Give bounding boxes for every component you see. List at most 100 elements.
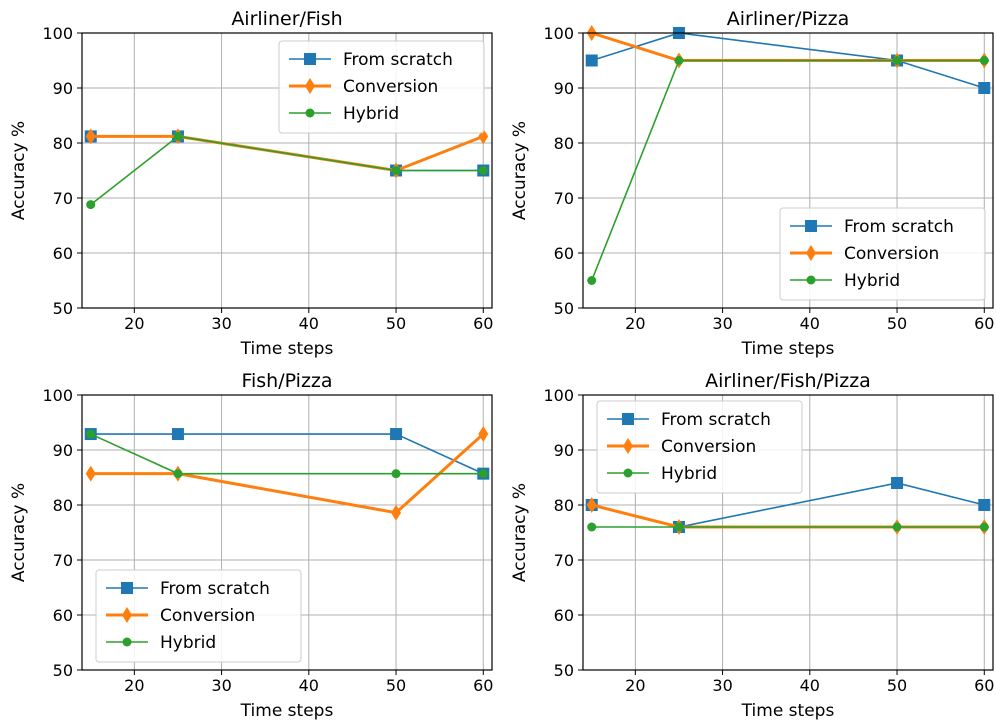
legend-box — [779, 207, 986, 301]
data-point — [390, 428, 403, 441]
y-tick-label: 100 — [42, 24, 73, 43]
legend: From scratch Conversion Hybrid — [779, 207, 986, 301]
legend: From scratch Conversion Hybrid — [95, 569, 302, 663]
y-axis-label: Accuracy % — [510, 121, 530, 220]
data-point — [391, 166, 401, 175]
y-tick-label: 60 — [554, 244, 574, 263]
x-tick-label: 50 — [887, 676, 907, 695]
data-point — [171, 428, 184, 441]
legend-label: From scratch — [661, 410, 771, 430]
series-line-1 — [90, 433, 484, 475]
x-tick-label: 20 — [625, 676, 645, 695]
plot-frame — [81, 394, 493, 671]
y-tick-label: 90 — [554, 79, 574, 98]
legend-label: From scratch — [160, 579, 270, 599]
legend-label: Conversion — [343, 77, 438, 97]
legend-swatch-marker — [805, 220, 817, 232]
legend-box — [278, 40, 485, 134]
y-tick-label: 100 — [42, 386, 73, 405]
data-point — [892, 522, 902, 532]
y-tick-label: 100 — [543, 24, 574, 43]
y-tick-label: 60 — [554, 606, 574, 625]
x-tick-label: 40 — [299, 314, 319, 333]
legend-label: Conversion — [844, 244, 939, 264]
data-point — [587, 522, 597, 532]
y-tick-label: 80 — [554, 496, 574, 515]
x-tick-label: 40 — [800, 314, 820, 333]
chart-panel-3: 20 30 40 50 60 50 60 70 80 90 100 Fish/Pizza Time st… — [9, 370, 493, 721]
data-point — [892, 56, 902, 65]
legend-swatch-marker — [806, 245, 816, 261]
legend-label: Hybrid — [844, 271, 900, 291]
legend-label: Conversion — [661, 437, 756, 457]
y-tick-label: 90 — [53, 79, 73, 98]
legend-swatch-marker — [121, 582, 133, 594]
data-point — [391, 469, 401, 479]
data-point — [979, 522, 989, 532]
y-tick-label: 50 — [53, 661, 73, 680]
x-tick-label: 60 — [473, 676, 493, 695]
chart-title: Airliner/Fish — [231, 8, 342, 30]
y-axis-label: Accuracy % — [9, 121, 29, 220]
legend-label: From scratch — [343, 50, 453, 70]
y-tick-label: 50 — [53, 299, 73, 318]
x-tick-label: 20 — [124, 314, 144, 333]
data-point — [891, 477, 904, 489]
series-line-2 — [591, 503, 985, 529]
chart-panel-1: 20 30 40 50 60 50 60 70 80 90 100 Airliner/Fish Time… — [9, 8, 493, 359]
data-point — [85, 128, 96, 145]
y-tick-label: 60 — [53, 606, 73, 625]
y-tick-label: 70 — [53, 189, 73, 208]
x-tick-label: 50 — [887, 314, 907, 333]
data-point — [978, 499, 991, 511]
data-point — [86, 429, 96, 439]
data-point — [978, 82, 991, 94]
legend-swatch-marker — [122, 607, 132, 623]
y-tick-label: 60 — [53, 244, 73, 263]
x-axis-label: Time steps — [240, 701, 334, 721]
data-point — [391, 504, 402, 521]
chart-title: Fish/Pizza — [241, 370, 332, 392]
data-point — [478, 426, 489, 443]
y-tick-label: 100 — [543, 386, 574, 405]
x-axis-label: Time steps — [741, 701, 835, 721]
data-point — [585, 54, 598, 67]
legend-box — [596, 400, 803, 494]
x-tick-label: 60 — [473, 314, 493, 333]
series-line-3 — [90, 433, 484, 475]
x-tick-label: 30 — [712, 314, 732, 333]
data-point — [674, 56, 684, 65]
legend-swatch-marker — [122, 637, 132, 647]
x-tick-label: 50 — [386, 676, 406, 695]
y-axis-label: Accuracy % — [9, 483, 29, 582]
x-tick-label: 30 — [712, 676, 732, 695]
legend-swatch-marker — [623, 468, 633, 478]
x-tick-label: 40 — [299, 676, 319, 695]
x-tick-label: 60 — [974, 676, 994, 695]
y-tick-label: 70 — [53, 551, 73, 570]
data-point — [86, 200, 96, 210]
plot-frame — [81, 32, 493, 309]
data-point — [478, 166, 488, 175]
y-tick-label: 70 — [554, 189, 574, 208]
chart-panel-2: 20 30 40 50 60 50 60 70 80 90 100 Airliner/Pizza Tim… — [510, 8, 994, 359]
x-tick-label: 30 — [211, 676, 231, 695]
legend-label: Hybrid — [160, 633, 216, 653]
y-tick-label: 80 — [554, 134, 574, 153]
data-point — [979, 56, 989, 65]
legend-label: Hybrid — [661, 464, 717, 484]
x-tick-label: 40 — [800, 676, 820, 695]
legend-swatch-marker — [305, 78, 315, 94]
data-point — [587, 276, 597, 285]
y-tick-label: 90 — [554, 441, 574, 460]
x-tick-label: 20 — [625, 314, 645, 333]
legend: From scratch Conversion Hybrid — [596, 400, 803, 494]
legend-box — [95, 569, 302, 663]
plot-frame — [582, 32, 994, 309]
legend-swatch-marker — [623, 438, 633, 454]
x-axis-label: Time steps — [741, 339, 835, 359]
legend-swatch-marker — [806, 275, 816, 285]
data-point — [478, 469, 488, 479]
chart-title: Airliner/Fish/Pizza — [705, 370, 871, 392]
